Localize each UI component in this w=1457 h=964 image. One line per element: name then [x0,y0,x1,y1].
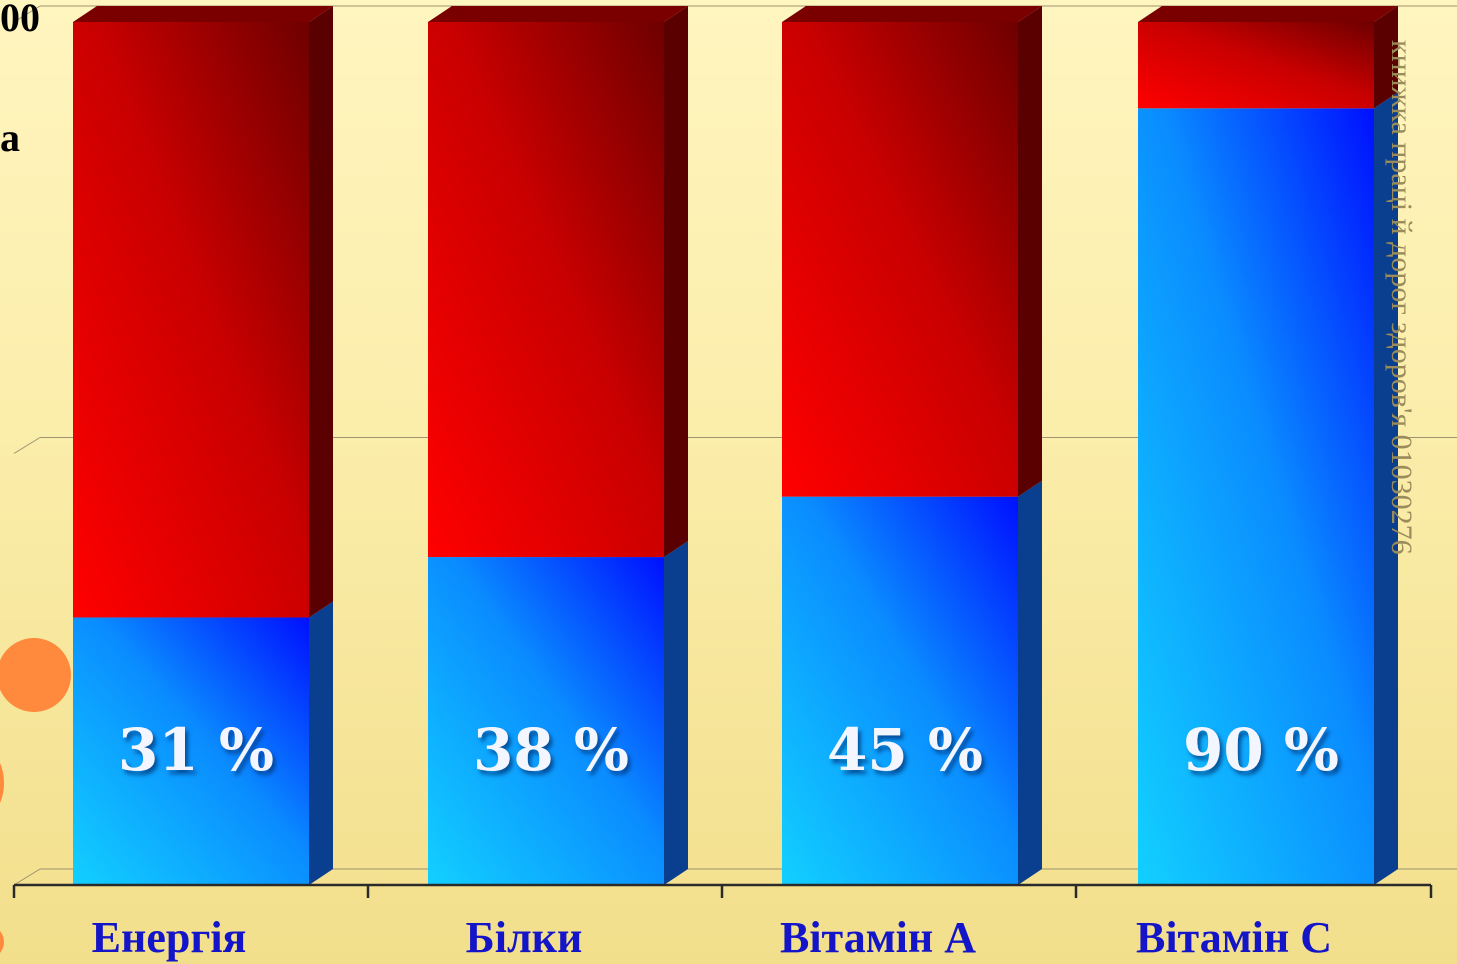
data-label: 45 % [827,716,983,784]
data-label: 38 % [473,716,629,784]
bar-top-face [782,6,1042,22]
side-caption: книжка праці й дорог здоров'я 01030276 [1385,40,1418,555]
bar-side-face [664,541,688,885]
y-axis-title-fragment: а [0,115,20,160]
x-tick-label: Енергія [92,913,247,962]
x-tick-label: Вітамін С [1136,913,1332,962]
bar-side-face [309,601,333,885]
bar-top-face [428,6,688,22]
bar-segment-blue [1138,108,1374,886]
bar-side-face [1018,6,1042,497]
bar-side-face [1018,480,1042,885]
x-tick-label: Білки [466,913,583,962]
data-label: 90 % [1183,716,1339,784]
bar-side-face [664,6,688,558]
bar-segment-red [782,22,1018,497]
data-label: 31 % [118,716,274,784]
x-axis [12,883,1433,898]
bar-segment-red [73,22,309,618]
decorative-circle [0,748,4,818]
x-tick-label: Вітамін А [780,913,976,962]
labels: Енергія 31 % Білки 38 % Вітамін А 45 % Вітамін… [92,716,1339,962]
gridline-depth [13,437,41,454]
bar-top-face [1138,6,1398,22]
bar-side-face [309,6,333,618]
bar-side-face [1374,6,1398,109]
bars [73,6,1398,886]
gridline-depth [13,868,41,886]
bar-segment-blue [428,557,664,885]
bar-segment-red [1138,22,1374,109]
bar-segment-blue [782,496,1018,885]
bar-side-face [1374,92,1398,886]
gridline-depth [13,5,41,23]
decorative-circle [0,925,4,959]
bar-segment-red [428,22,664,558]
bar-segment-blue [73,617,309,885]
decorative-circle [0,638,71,712]
y-axis-tick-label: 00 [0,0,40,40]
bar-top-face [73,6,333,22]
